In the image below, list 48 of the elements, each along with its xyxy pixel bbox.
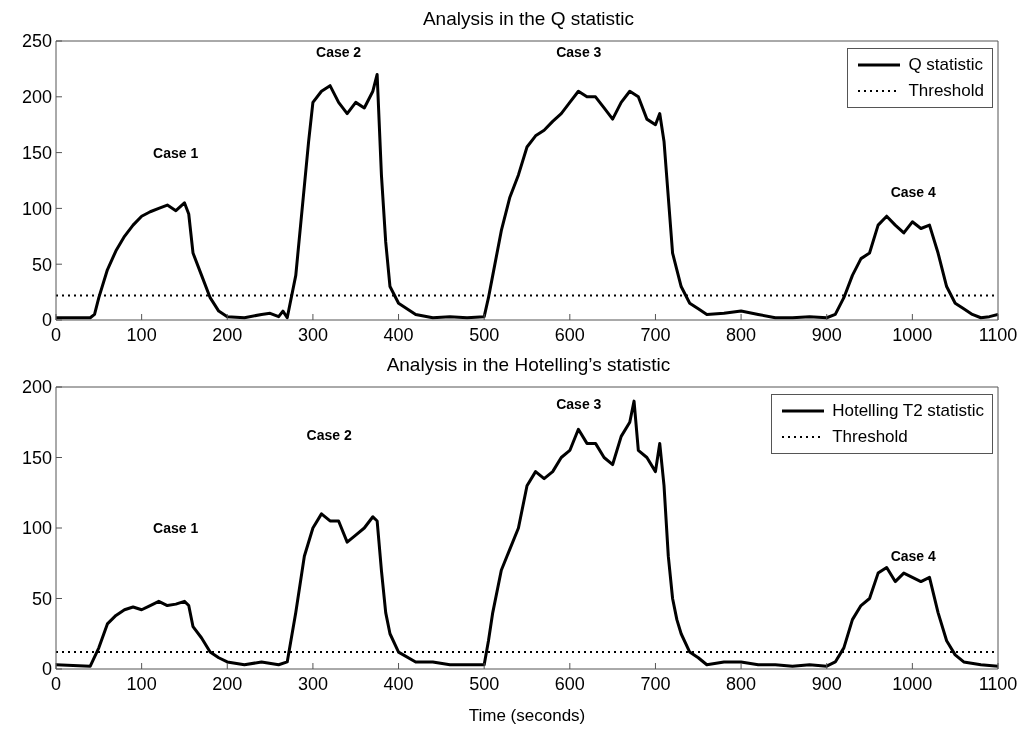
legend-label: Threshold xyxy=(908,80,984,102)
x-tick-label: 500 xyxy=(469,324,500,345)
x-tick-label: 200 xyxy=(212,324,243,345)
x-tick-label: 800 xyxy=(726,673,757,694)
y-tick-label: 200 xyxy=(21,377,52,398)
annotation: Case 4 xyxy=(890,183,936,200)
y-tick-label: 150 xyxy=(21,142,52,163)
y-tick-label: 0 xyxy=(41,659,52,680)
y-tick-label: 250 xyxy=(21,31,52,52)
annotation: Case 2 xyxy=(306,426,352,443)
y-tick-label: 0 xyxy=(41,310,52,331)
x-tick-label: 500 xyxy=(469,673,500,694)
annotation: Case 1 xyxy=(153,520,199,536)
chart-title: Analysis in the Q statistic xyxy=(422,8,635,29)
x-tick-label: 1100 xyxy=(978,673,1018,694)
x-tick-label: 300 xyxy=(297,324,328,345)
x-tick-label: 700 xyxy=(640,324,671,345)
x-tick-label: 400 xyxy=(383,673,414,694)
x-tick-label: 1100 xyxy=(978,324,1018,345)
x-tick-label: 200 xyxy=(212,673,243,694)
x-tick-label: 600 xyxy=(554,673,585,694)
x-tick-label: 100 xyxy=(126,324,157,345)
x-tick-label: 600 xyxy=(554,324,585,345)
y-tick-label: 150 xyxy=(21,447,52,468)
chart-title: Analysis in the Hotelling’s statistic xyxy=(386,354,671,375)
x-tick-label: 900 xyxy=(811,673,842,694)
x-tick-label: 1000 xyxy=(892,673,933,694)
annotation: Case 2 xyxy=(316,44,362,61)
legend-label: Hotelling T2 statistic xyxy=(832,400,984,422)
x-axis-title: Time (seconds) xyxy=(468,706,586,725)
y-tick-label: 50 xyxy=(31,588,52,609)
x-tick-label: 400 xyxy=(383,324,414,345)
x-tick-label: 700 xyxy=(640,673,671,694)
x-tick-label: 300 xyxy=(297,673,328,694)
y-tick-label: 100 xyxy=(21,198,52,219)
annotation: Case 1 xyxy=(153,144,199,161)
x-tick-label: 800 xyxy=(726,324,757,345)
legend-label: Q statistic xyxy=(908,54,984,76)
y-tick-label: 200 xyxy=(21,87,52,108)
x-tick-label: 900 xyxy=(811,324,842,345)
x-tick-label: 1000 xyxy=(892,324,933,345)
x-tick-label: 100 xyxy=(126,673,157,694)
annotation: Case 3 xyxy=(556,395,602,412)
y-tick-label: 100 xyxy=(21,518,52,539)
legend-label: Threshold xyxy=(832,426,908,448)
annotation: Case 4 xyxy=(890,548,936,565)
annotation: Case 3 xyxy=(556,44,602,61)
y-tick-label: 50 xyxy=(31,254,52,275)
